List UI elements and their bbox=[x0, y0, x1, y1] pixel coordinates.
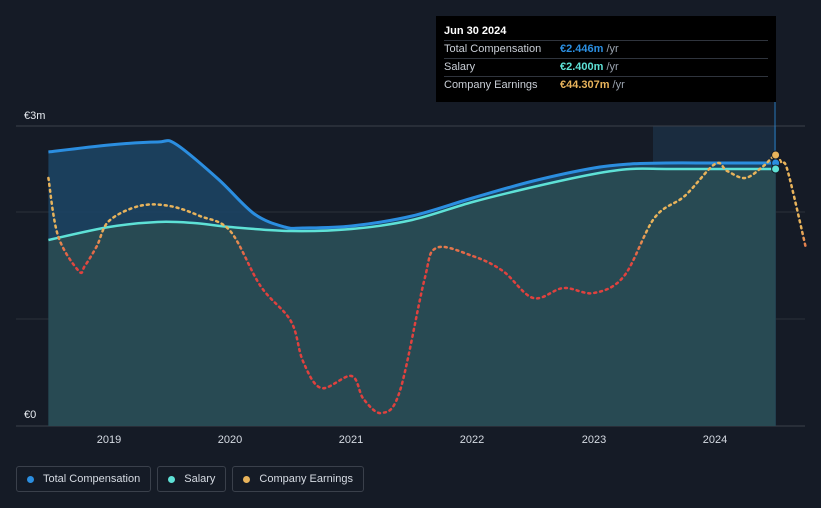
tooltip-row-company-earnings: Company Earnings €44.307m /yr bbox=[444, 77, 768, 94]
total-compensation-line bbox=[48, 139, 776, 230]
tooltip-label: Total Compensation bbox=[444, 43, 542, 55]
tooltip-label: Company Earnings bbox=[444, 79, 538, 91]
tooltip-unit: /yr bbox=[612, 79, 625, 91]
legend-label: Total Compensation bbox=[43, 473, 141, 485]
x-tick-2020: 2020 bbox=[218, 434, 242, 446]
tooltip-value: €2.446m bbox=[560, 43, 604, 55]
tooltip-unit: /yr bbox=[606, 61, 619, 73]
legend-dot-icon bbox=[243, 475, 251, 483]
legend-label: Salary bbox=[184, 473, 216, 485]
series-layer bbox=[47, 139, 808, 426]
y-tick-3m: €3m bbox=[24, 110, 45, 122]
tooltip-row-total-compensation: Total Compensation €2.446m /yr bbox=[444, 41, 768, 59]
legend-label: Company Earnings bbox=[259, 473, 353, 485]
tooltip-label: Salary bbox=[444, 61, 476, 73]
tooltip-value: €44.307m bbox=[560, 79, 610, 91]
legend-dot-icon bbox=[168, 475, 176, 483]
legend-item-salary[interactable]: Salary bbox=[157, 466, 227, 492]
tooltip-value: €2.400m bbox=[560, 61, 604, 73]
x-tick-2023: 2023 bbox=[582, 434, 606, 446]
tooltip: Jun 30 2024 Total Compensation €2.446m /… bbox=[436, 16, 776, 102]
salary-line bbox=[48, 167, 776, 242]
x-tick-2021: 2021 bbox=[339, 434, 363, 446]
tooltip-unit: /yr bbox=[606, 43, 619, 55]
company-earnings-line bbox=[47, 153, 808, 415]
tooltip-date: Jun 30 2024 bbox=[444, 22, 768, 41]
salary-marker bbox=[771, 164, 781, 174]
x-tick-2019: 2019 bbox=[97, 434, 121, 446]
salary-area bbox=[48, 168, 776, 426]
x-tick-2024: 2024 bbox=[703, 434, 727, 446]
legend-item-total-compensation[interactable]: Total Compensation bbox=[16, 466, 152, 492]
legend: Total Compensation Salary Company Earnin… bbox=[16, 466, 364, 492]
tooltip-row-salary: Salary €2.400m /yr bbox=[444, 59, 768, 77]
x-tick-2022: 2022 bbox=[460, 434, 484, 446]
company-earnings-marker bbox=[771, 150, 781, 160]
legend-dot-icon bbox=[27, 475, 34, 483]
legend-item-company-earnings[interactable]: Company Earnings bbox=[232, 466, 364, 492]
y-tick-0: €0 bbox=[24, 409, 36, 421]
